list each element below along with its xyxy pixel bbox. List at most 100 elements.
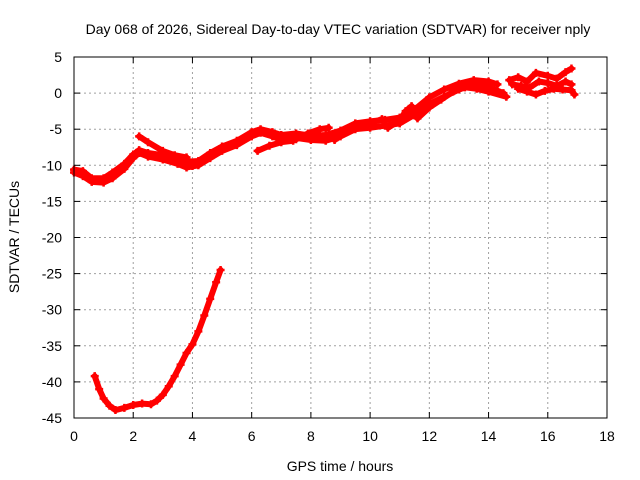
series-branch-9h (330, 115, 386, 145)
data-point (188, 162, 197, 171)
data-point (401, 107, 410, 116)
series-branch-12h (413, 83, 511, 123)
data-point (561, 77, 570, 86)
data-point (523, 87, 532, 96)
series-line (254, 137, 297, 154)
x-tick-label: 2 (129, 428, 137, 444)
data-point (216, 265, 225, 274)
data-point (268, 128, 277, 137)
series-line (293, 124, 332, 143)
data-point (377, 115, 386, 124)
data-point (543, 78, 552, 87)
data-point (484, 87, 493, 96)
data-point (277, 138, 286, 147)
data-series (70, 64, 579, 415)
data-point (253, 146, 262, 155)
data-point (570, 90, 579, 99)
series-late-cluster-upper (505, 64, 576, 86)
data-point (354, 123, 363, 132)
data-point (277, 130, 286, 139)
data-point (342, 128, 351, 137)
data-point (120, 403, 129, 412)
y-tick-label: 0 (54, 85, 62, 101)
data-point (194, 327, 203, 336)
axis-ticks (73, 56, 608, 419)
series-branch-3h (155, 149, 197, 171)
tick-labels: 0 2 4 6 8 10 12 14 16 18 5 0 -5 -10 -15 -20 -25 -30 -35 -40… (42, 49, 615, 444)
data-point (218, 142, 227, 151)
data-point (95, 385, 104, 394)
x-tick-label: 18 (599, 428, 615, 444)
data-point (514, 73, 523, 82)
data-point (129, 150, 138, 159)
data-point (155, 149, 164, 158)
data-point (144, 149, 153, 158)
y-tick-label: -20 (42, 230, 62, 246)
data-point (135, 132, 144, 141)
series-branch-6h (253, 136, 298, 155)
chart-title: Day 068 of 2026, Sidereal Day-to-day VTE… (86, 21, 591, 37)
data-point (176, 158, 185, 167)
data-point (78, 167, 87, 176)
data-point (108, 168, 117, 177)
data-point (90, 372, 99, 381)
data-point (247, 128, 256, 137)
data-point (144, 138, 153, 147)
data-point (176, 360, 185, 369)
x-axis-label: GPS time / hours (287, 458, 394, 474)
grid (74, 57, 607, 418)
series-early-low-arc (90, 265, 225, 415)
data-point (330, 136, 339, 145)
data-point (567, 64, 576, 73)
data-point (170, 372, 179, 381)
data-point (395, 116, 404, 125)
data-point (413, 114, 422, 123)
data-point (200, 311, 209, 320)
data-point (206, 294, 215, 303)
data-point (514, 84, 523, 93)
x-tick-label: 0 (70, 428, 78, 444)
series-line (91, 267, 224, 414)
data-point (182, 153, 191, 162)
data-point (508, 80, 517, 89)
data-point (212, 278, 221, 287)
data-point (505, 76, 514, 85)
data-point (407, 102, 416, 111)
y-tick-label: -15 (42, 193, 62, 209)
data-point (472, 84, 481, 93)
data-point (567, 86, 576, 95)
data-point (549, 84, 558, 93)
series-branch-8h (292, 123, 333, 144)
x-tick-label: 8 (307, 428, 315, 444)
series-late-cluster-lower (514, 84, 579, 99)
data-point (552, 74, 561, 83)
data-point (256, 125, 265, 134)
data-point (129, 401, 138, 410)
y-tick-label: 5 (54, 49, 62, 65)
data-point (164, 382, 173, 391)
data-point (138, 399, 147, 408)
x-tick-label: 6 (248, 428, 256, 444)
data-point (324, 123, 333, 132)
data-point (315, 125, 324, 134)
data-point (206, 149, 215, 158)
data-point (135, 146, 144, 155)
data-point (111, 406, 120, 415)
data-point (265, 141, 274, 150)
data-point (561, 68, 570, 77)
data-point (531, 90, 540, 99)
data-point (99, 174, 108, 183)
data-point (182, 349, 191, 358)
data-point (440, 85, 449, 94)
data-point (188, 340, 197, 349)
data-point (105, 401, 114, 410)
y-tick-label: -25 (42, 266, 62, 282)
data-point (449, 87, 458, 96)
data-point (558, 85, 567, 94)
data-point (437, 95, 446, 104)
data-point (383, 123, 392, 132)
x-tick-label: 14 (481, 428, 497, 444)
x-tick-label: 12 (422, 428, 438, 444)
data-point (469, 76, 478, 85)
